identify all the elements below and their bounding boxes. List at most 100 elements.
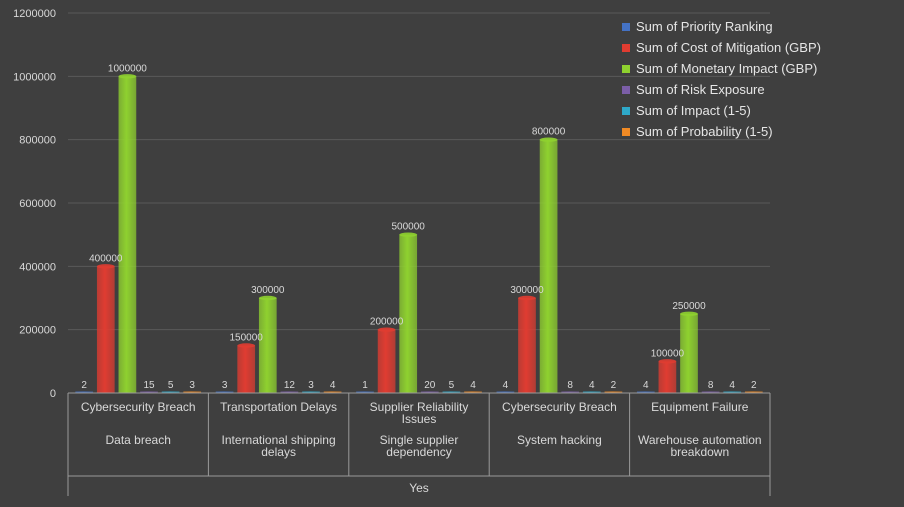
data-label: 150000 — [230, 333, 264, 344]
data-label: 2 — [611, 380, 617, 391]
legend-label: Sum of Cost of Mitigation (GBP) — [636, 40, 821, 55]
legend-swatch-icon — [622, 85, 630, 94]
data-label: 3 — [222, 380, 228, 391]
bar — [680, 313, 698, 393]
data-label: 3 — [308, 380, 314, 391]
bar — [744, 391, 763, 393]
y-tick-label: 0 — [50, 388, 56, 400]
legend-swatch-icon — [622, 22, 630, 31]
data-label: 300000 — [510, 285, 544, 296]
bar-cap — [399, 232, 418, 237]
bar — [636, 391, 655, 393]
data-label: 20 — [424, 380, 436, 391]
data-label: 200000 — [370, 317, 404, 328]
data-label: 100000 — [651, 348, 685, 359]
data-label: 12 — [284, 380, 296, 391]
bar — [464, 391, 482, 393]
bar — [723, 391, 742, 393]
legend-swatch-icon — [622, 127, 630, 136]
subcategory-label: System hacking — [517, 433, 602, 447]
chart-legend: Sum of Priority Ranking Sum of Cost of Mi… — [622, 16, 821, 142]
category-label: Cybersecurity Breach — [81, 400, 196, 414]
subcategory-label: Warehouse automation — [638, 433, 762, 447]
bar — [183, 391, 202, 393]
data-label: 4 — [589, 380, 595, 391]
data-label: 4 — [330, 380, 336, 391]
legend-label: Sum of Risk Exposure — [636, 82, 765, 97]
bar — [96, 266, 115, 393]
legend-label: Sum of Impact (1-5) — [636, 103, 751, 118]
y-tick-label: 400000 — [19, 261, 56, 273]
bar — [442, 391, 461, 393]
data-label: 5 — [168, 380, 174, 391]
bar-cap — [258, 295, 277, 301]
bar — [420, 391, 439, 393]
y-tick-label: 200000 — [19, 325, 56, 337]
category-label: Equipment Failure — [651, 400, 749, 414]
bar — [323, 391, 342, 393]
bar-cap — [658, 359, 677, 364]
bar — [215, 391, 234, 393]
bar — [118, 76, 137, 393]
subcategory-label: International shipping — [222, 433, 336, 447]
legend-label: Sum of Probability (1-5) — [636, 124, 773, 139]
data-label: 400000 — [89, 253, 123, 264]
subcategory-label: Single supplier — [380, 433, 459, 447]
bar — [258, 298, 277, 393]
legend-item: Sum of Risk Exposure — [622, 79, 821, 100]
data-label: 300000 — [251, 285, 285, 296]
category-label: Supplier Reliability — [370, 400, 469, 414]
data-label: 4 — [503, 380, 509, 391]
data-label: 2 — [751, 380, 757, 391]
bar — [399, 234, 418, 393]
data-label: 5 — [449, 380, 455, 391]
data-label: 8 — [567, 380, 573, 391]
bar-cap — [539, 137, 558, 142]
legend-swatch-icon — [622, 64, 630, 73]
bar — [496, 391, 515, 393]
data-label: 1 — [362, 380, 368, 391]
subcategory-label: delays — [261, 445, 296, 459]
legend-item: Sum of Cost of Mitigation (GBP) — [622, 37, 821, 58]
legend-swatch-icon — [622, 106, 630, 115]
y-tick-label: 800000 — [19, 135, 56, 147]
bar — [140, 391, 158, 393]
bar — [356, 391, 374, 393]
legend-item: Sum of Probability (1-5) — [622, 121, 821, 142]
legend-label: Sum of Priority Ranking — [636, 19, 773, 34]
legend-item: Sum of Monetary Impact (GBP) — [622, 58, 821, 79]
data-label: 1000000 — [108, 63, 147, 74]
bar — [377, 329, 396, 393]
y-tick-label: 1200000 — [13, 8, 56, 20]
bar — [161, 391, 180, 393]
bar — [75, 391, 94, 393]
subcategory-label: Data breach — [106, 433, 171, 447]
data-label: 4 — [643, 380, 649, 391]
bar — [280, 391, 299, 393]
category-label: Issues — [402, 412, 437, 426]
bar — [539, 139, 558, 393]
bar — [561, 391, 580, 393]
legend-item: Sum of Priority Ranking — [622, 16, 821, 37]
bar — [604, 391, 623, 393]
data-label: 800000 — [532, 127, 566, 138]
bar-cap — [518, 295, 536, 301]
data-label: 4 — [470, 380, 476, 391]
bar-cap — [377, 327, 396, 332]
subcategory-label: dependency — [386, 445, 451, 459]
legend-swatch-icon — [622, 43, 630, 52]
data-label: 3 — [189, 380, 195, 391]
data-label: 2 — [81, 380, 87, 391]
y-tick-label: 1000000 — [13, 71, 56, 83]
bar — [237, 345, 256, 393]
data-label: 250000 — [672, 301, 706, 312]
bar — [518, 298, 536, 393]
bar — [302, 391, 320, 393]
data-label: 15 — [143, 380, 155, 391]
bar-cap — [96, 264, 115, 269]
y-tick-label: 600000 — [19, 198, 56, 210]
bar-cap — [680, 311, 698, 317]
bar-cap — [237, 343, 256, 348]
